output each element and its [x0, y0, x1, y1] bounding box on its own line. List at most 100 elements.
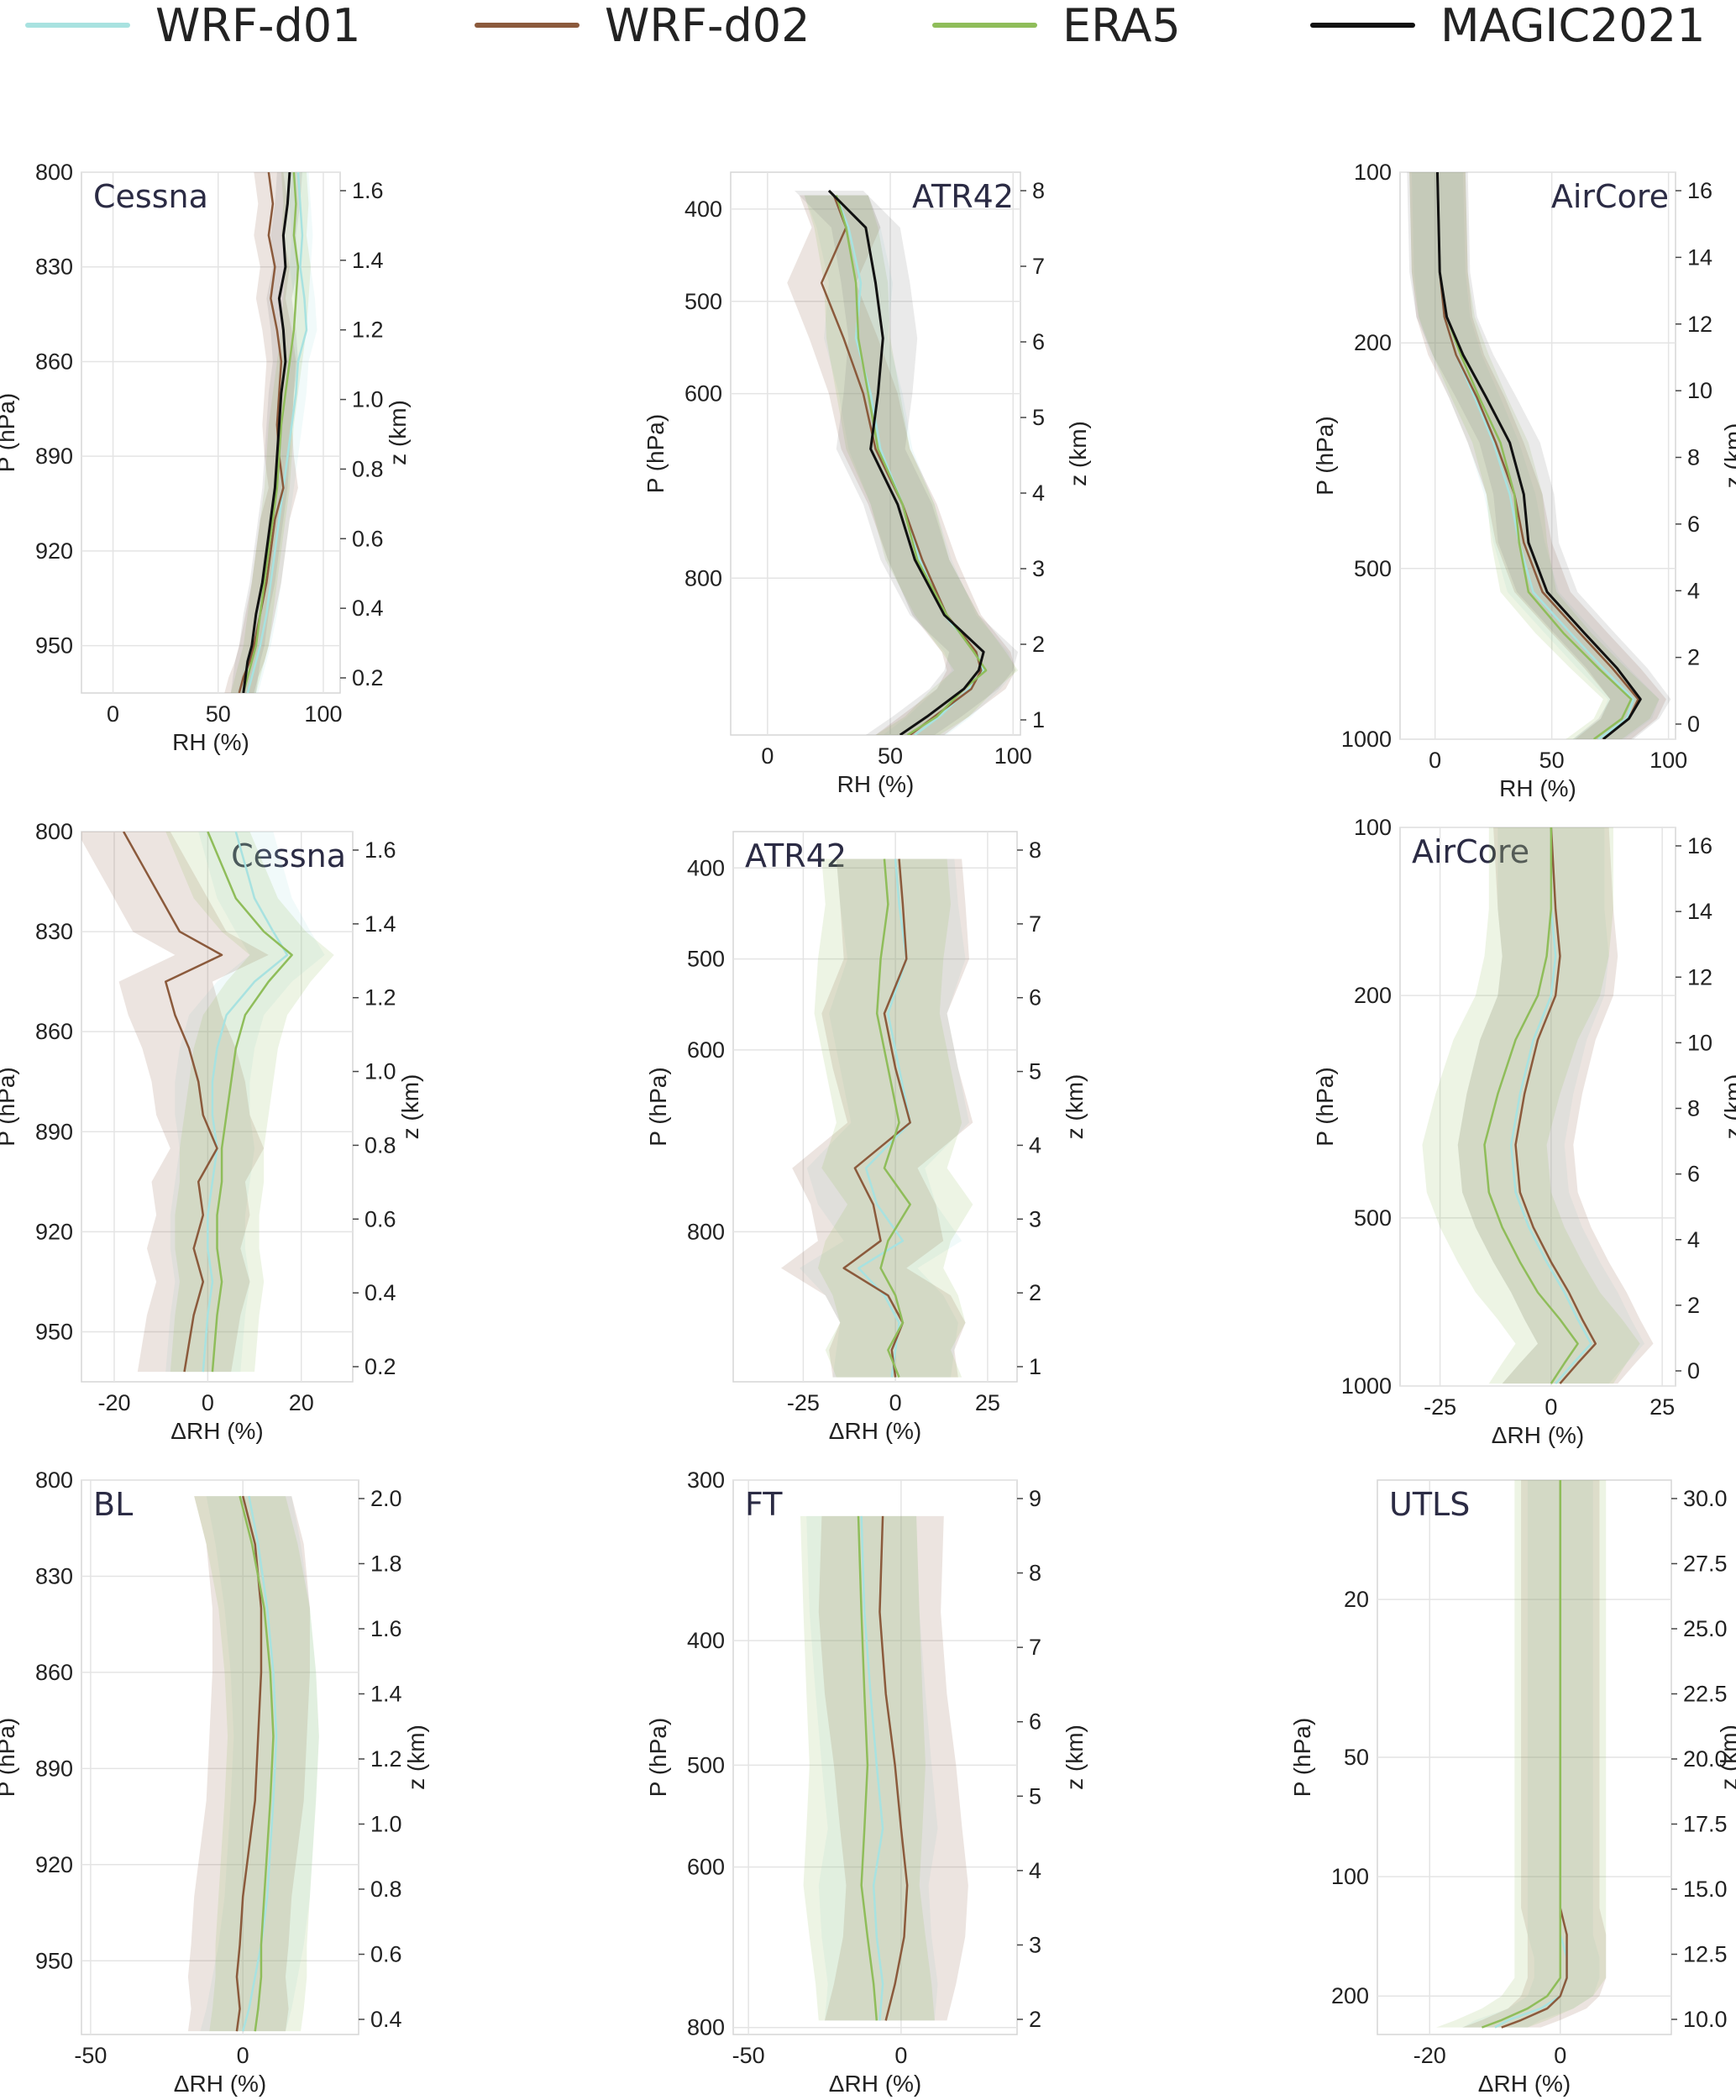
y2-tick-label: 12	[1687, 312, 1712, 337]
y-tick-label: 920	[35, 1219, 73, 1244]
x-tick-label: 0	[107, 701, 119, 727]
y-axis-label: P (hPa)	[642, 414, 669, 493]
x-axis-label: ΔRH (%)	[829, 2071, 921, 2097]
y2-tick-label: 12	[1687, 964, 1712, 990]
y2-tick-label: 1.2	[370, 1746, 402, 1772]
y2-tick-label: 27.5	[1683, 1551, 1728, 1577]
series-line-wrf-d01	[246, 172, 308, 693]
y-tick-label: 830	[35, 255, 73, 280]
series-line-wrf-d02	[235, 1495, 263, 2032]
y2-tick-label: 1.0	[352, 387, 384, 412]
y2-tick-label: 1.4	[352, 248, 384, 273]
panel-3: 0 50 100 100 200 500 1000 0 2 4 6 8 10 12 14 16 RH (%) P …	[1312, 160, 1736, 801]
y-tick-label: 950	[35, 1948, 73, 1973]
spread-band-wrf-d02	[1457, 827, 1654, 1384]
panel-title: AirCore	[1551, 178, 1669, 215]
y-tick-label: 600	[687, 1037, 725, 1063]
x-tick-label: 100	[994, 743, 1032, 769]
x-tick-label: 0	[1429, 748, 1441, 773]
series-line-wrf-d02	[878, 1515, 909, 2021]
y2-tick-label: 8	[1029, 1561, 1041, 1586]
series-line-wrf-d01	[860, 1515, 884, 2021]
series-line-magic2021	[1435, 172, 1642, 739]
y-axis-label: P (hPa)	[0, 1718, 19, 1797]
y-tick-label: 400	[687, 855, 725, 880]
y-tick-label: 200	[1354, 330, 1392, 355]
legend-line-wrf-d01	[25, 23, 130, 28]
x-tick-label: 0	[237, 2043, 249, 2068]
y-tick-label: 500	[1354, 1205, 1392, 1231]
y-tick-label: 100	[1354, 815, 1392, 840]
x-tick-label: 100	[1649, 748, 1687, 773]
x-tick-label: -25	[1424, 1394, 1456, 1420]
panel-frame	[81, 831, 354, 1383]
y2-tick-label: 14	[1687, 244, 1712, 270]
y2-tick-label: 7	[1029, 1635, 1041, 1660]
legend-label-wrf-d01: WRF-d01	[155, 0, 361, 52]
x-axis-label: RH (%)	[1499, 775, 1576, 801]
y2-tick-label: 1.6	[365, 837, 396, 863]
y2-tick-label: 0	[1687, 711, 1700, 737]
y-tick-label: 920	[35, 1852, 73, 1877]
y2-tick-label: 3	[1032, 556, 1045, 581]
spread-band-wrf-d01	[806, 1515, 938, 2021]
y2-tick-label: 5	[1032, 405, 1045, 430]
x-tick-label: -20	[1413, 2043, 1446, 2068]
series-line-wrf-d02	[842, 858, 911, 1378]
y2-tick-label: 2	[1687, 645, 1700, 670]
y2-tick-label: 1.6	[370, 1616, 402, 1641]
spread-band-wrf-d01	[237, 172, 317, 693]
series-line-era5	[1482, 1480, 1562, 2029]
spread-band-era5	[230, 172, 311, 693]
series-line-wrf-d02	[1514, 827, 1597, 1384]
y2-tick-label: 10.0	[1683, 2007, 1728, 2032]
y2-tick-label: 1.4	[365, 911, 396, 937]
y2-tick-label: 0.6	[370, 1942, 402, 1967]
y-tick-label: 800	[687, 2015, 725, 2040]
series-line-era5	[242, 172, 300, 693]
spread-band-era5	[1436, 1480, 1607, 2028]
legend-line-wrf-d02	[475, 23, 580, 28]
y2-tick-label: 4	[1032, 480, 1045, 506]
spread-band-wrf-d01	[1457, 827, 1644, 1384]
panel-7: -50 0 800 830 860 890 920 950 0.4 0.6 0.8 1.0 1.2 1.4…	[0, 1467, 429, 2097]
y2-tick-label: 30.0	[1683, 1486, 1728, 1511]
x-tick-label: 0	[202, 1390, 214, 1415]
y-tick-label: 890	[35, 1119, 73, 1144]
x-tick-label: 0	[761, 743, 774, 769]
y2-tick-label: 5	[1029, 1059, 1041, 1084]
spread-band-wrf-d02	[1409, 172, 1666, 739]
y-tick-label: 500	[687, 947, 725, 972]
x-tick-label: -25	[787, 1390, 820, 1415]
x-tick-label: 100	[304, 701, 342, 727]
panel-title: BL	[93, 1486, 133, 1523]
x-axis-label: ΔRH (%)	[1492, 1422, 1584, 1448]
x-axis-label: ΔRH (%)	[174, 2071, 266, 2097]
spread-band-wrf-d02	[1462, 1480, 1607, 2028]
y2-tick-label: 6	[1687, 512, 1700, 537]
spread-band-magic2021	[795, 190, 1019, 735]
y-tick-label: 800	[35, 160, 73, 185]
y-tick-label: 860	[35, 1019, 73, 1044]
y-tick-label: 860	[35, 1660, 73, 1685]
x-axis-label: ΔRH (%)	[1478, 2071, 1571, 2097]
y-tick-label: 200	[1331, 1983, 1369, 2008]
y2-tick-label: 16	[1687, 833, 1712, 858]
y2-tick-label: 8	[1032, 178, 1045, 203]
y2-tick-label: 0.4	[365, 1280, 396, 1305]
series-line-era5	[207, 832, 293, 1373]
y2-tick-label: 7	[1032, 254, 1045, 279]
y-tick-label: 50	[1344, 1745, 1369, 1770]
y-tick-label: 1000	[1341, 727, 1392, 752]
series-line-era5	[1483, 827, 1579, 1384]
y-tick-label: 500	[1354, 556, 1392, 581]
panel-1: 0 50 100 800 830 860 890 920 950 0.2 0.4 0.6 0.8 1.0 1…	[0, 160, 411, 755]
series-line-wrf-d02	[820, 195, 983, 735]
spread-band-wrf-d02	[81, 832, 269, 1373]
y2-tick-label: 1.0	[370, 1812, 402, 1837]
y-tick-label: 950	[35, 1319, 73, 1344]
y-tick-label: 830	[35, 919, 73, 944]
y2-tick-label: 10	[1687, 1030, 1712, 1055]
y2-axis-label: z (km)	[1065, 421, 1091, 486]
y2-axis-label: z (km)	[1062, 1074, 1088, 1140]
